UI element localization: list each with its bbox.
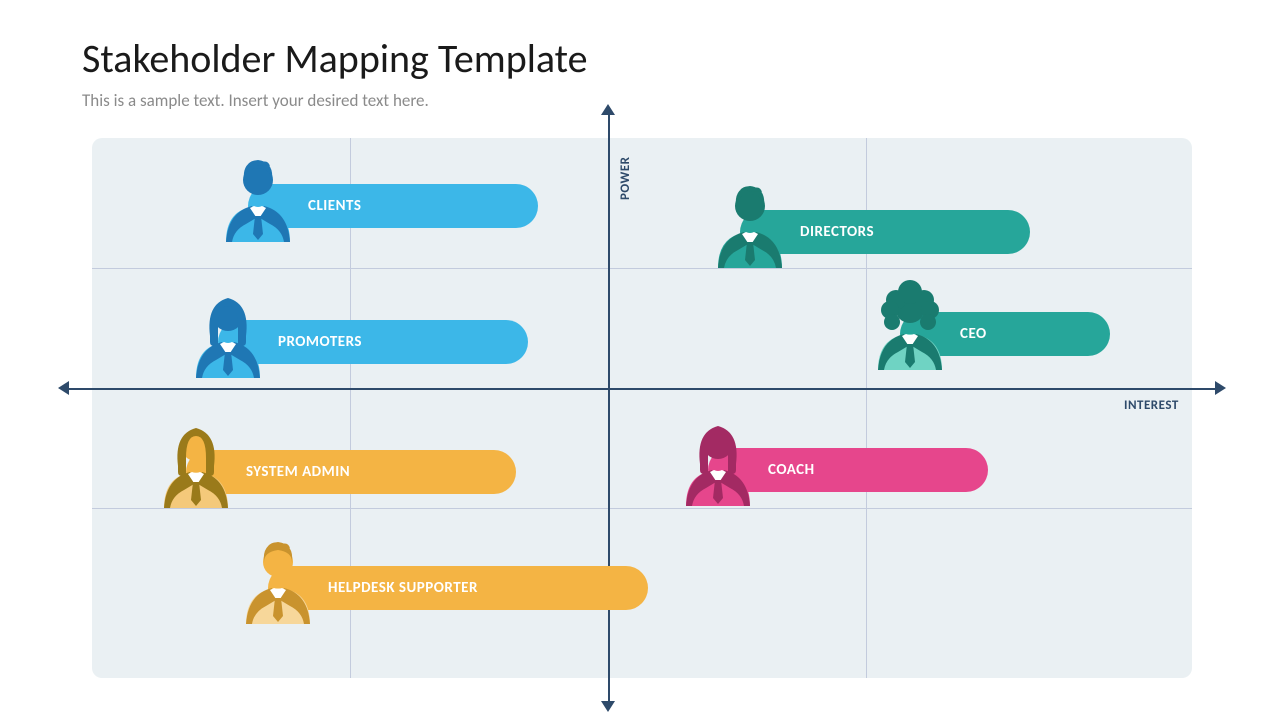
person-icon xyxy=(156,416,236,508)
page-subtitle: This is a sample text. Insert your desir… xyxy=(82,90,429,111)
x-axis xyxy=(68,388,1216,390)
arrow-left-icon xyxy=(58,381,69,395)
stakeholder-promoters: PROMOTERS xyxy=(218,320,528,364)
page-title: Stakeholder Mapping Template xyxy=(82,34,588,83)
stakeholder-label: COACH xyxy=(768,461,815,479)
person-icon xyxy=(678,414,758,506)
grid-h-line xyxy=(92,268,1192,269)
stakeholder-label: PROMOTERS xyxy=(278,333,362,351)
person-icon xyxy=(710,176,790,268)
y-axis-label: POWER xyxy=(618,157,633,201)
stakeholder-system-admin: SYSTEM ADMIN xyxy=(186,450,516,494)
arrow-down-icon xyxy=(601,701,615,712)
stakeholder-label: SYSTEM ADMIN xyxy=(246,463,350,481)
person-icon xyxy=(238,532,318,624)
stakeholder-ceo: CEO xyxy=(900,312,1110,356)
stakeholder-clients: CLIENTS xyxy=(248,184,538,228)
stakeholder-directors: DIRECTORS xyxy=(740,210,1030,254)
arrow-right-icon xyxy=(1215,381,1226,395)
x-axis-label: INTEREST xyxy=(1124,398,1179,413)
arrow-up-icon xyxy=(601,104,615,115)
stakeholder-label: HELPDESK SUPPORTER xyxy=(328,579,478,597)
person-icon xyxy=(870,278,950,370)
stakeholder-label: CLIENTS xyxy=(308,197,361,215)
stakeholder-label: DIRECTORS xyxy=(800,223,874,241)
stakeholder-pill: HELPDESK SUPPORTER xyxy=(268,566,648,610)
stakeholder-label: CEO xyxy=(960,325,987,343)
person-icon xyxy=(218,150,298,242)
stakeholder-coach: COACH xyxy=(708,448,988,492)
person-icon xyxy=(188,286,268,378)
y-axis xyxy=(608,114,610,702)
grid-h-line xyxy=(92,508,1192,509)
stakeholder-helpdesk-supporter: HELPDESK SUPPORTER xyxy=(268,566,648,610)
